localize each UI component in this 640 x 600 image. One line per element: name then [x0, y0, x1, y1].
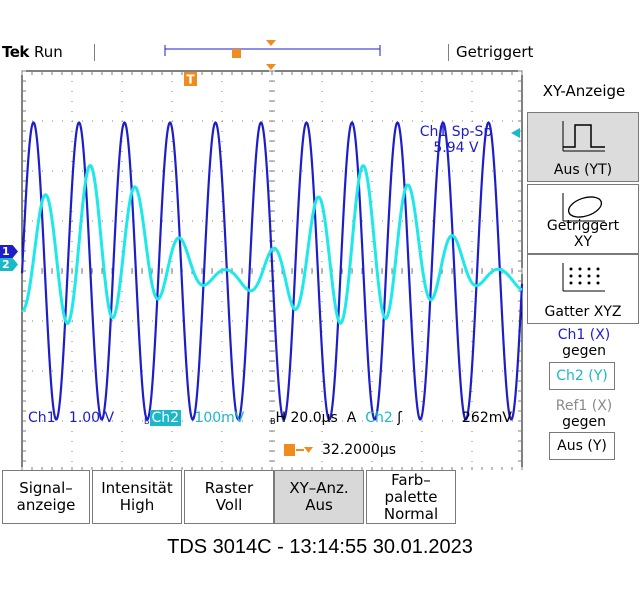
measurement-value: 5.94 V	[433, 140, 479, 156]
ch2-scale-readout: B Ch2 100mV	[144, 410, 245, 426]
status-bar: Tek Run Getriggert	[0, 40, 640, 64]
trigger-marker: T	[184, 64, 276, 87]
xy-off-yt-button[interactable]: Aus (YT)	[527, 112, 639, 182]
color-palette-button[interactable]: Farb– palette Normal	[366, 470, 456, 524]
ch1-x-vs-label: Ch1 (X) gegen	[557, 327, 611, 359]
ref1-y-select[interactable]: Aus (Y)	[549, 432, 615, 460]
waveform-display: T	[20, 64, 524, 470]
ch1-scale-readout: Ch1 1.00 V	[28, 410, 115, 426]
svg-text:T: T	[186, 73, 195, 87]
timebase-readout: BH 20.0µs A Ch2 ʃ	[270, 410, 402, 426]
acquisition-state: Run	[34, 43, 63, 61]
trigger-level-readout: 262mV	[462, 410, 512, 426]
trigger-position-icon	[284, 444, 313, 456]
ref1-x-vs-label: Ref1 (X) gegen	[555, 398, 613, 430]
yt-pulse-icon	[562, 121, 605, 152]
intensity-button[interactable]: Intensität High	[92, 470, 182, 524]
record-position-indicator	[164, 40, 381, 58]
triggered-xy-button[interactable]: Getriggert XY	[527, 184, 639, 254]
triggered-xy-label: Getriggert XY	[546, 218, 620, 250]
measurement-pointer-icon	[511, 128, 520, 138]
side-menu-title: XY-Anzeige	[542, 82, 626, 100]
ch1-waveform	[20, 121, 524, 421]
measurement-readout: Ch1 Sp-Sp 5.94 V	[404, 124, 508, 156]
xy-display-button[interactable]: XY–Anz. Aus	[274, 470, 364, 524]
ch2-ground-marker[interactable]: 2	[0, 258, 18, 271]
graticule-button[interactable]: Raster Voll	[184, 470, 274, 524]
device-timestamp-caption: TDS 3014C - 13:14:55 30.01.2023	[167, 536, 473, 558]
xy-ellipse-icon	[562, 193, 605, 222]
ch2-waveform	[21, 164, 523, 326]
status-divider	[94, 44, 95, 61]
trigger-position-readout: 32.2000µs	[284, 442, 396, 458]
ch1-ground-marker[interactable]: 1	[0, 245, 18, 258]
y-source-ch2-select[interactable]: Ch2 (Y)	[549, 362, 615, 390]
xy-off-yt-label: Aus (YT)	[553, 162, 613, 178]
xyz-dots-icon	[562, 263, 605, 292]
gated-xyz-label: Gatter XYZ	[544, 304, 622, 320]
brand-logo: Tek	[2, 43, 29, 61]
display-waveform-button[interactable]: Signal– anzeige	[2, 470, 90, 524]
status-divider	[448, 44, 449, 61]
gated-xyz-button[interactable]: Gatter XYZ	[527, 254, 639, 324]
measurement-label: Ch1 Sp-Sp	[419, 124, 493, 140]
trigger-status: Getriggert	[456, 43, 534, 61]
